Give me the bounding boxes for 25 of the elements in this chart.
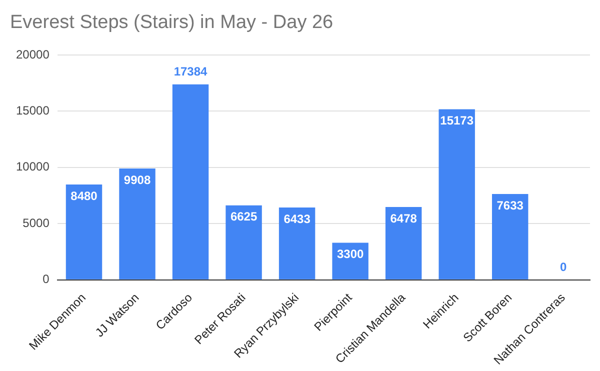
bar bbox=[438, 109, 475, 280]
data-label: 6625 bbox=[230, 210, 258, 224]
chart-title: Everest Steps (Stairs) in May - Day 26 bbox=[10, 12, 334, 34]
data-label: 6433 bbox=[284, 212, 311, 226]
bar bbox=[278, 208, 316, 280]
bar bbox=[385, 207, 422, 280]
data-label: 7633 bbox=[496, 198, 524, 212]
y-tick-label: 10000 bbox=[16, 160, 50, 174]
data-label: 17384 bbox=[174, 64, 208, 79]
bar bbox=[492, 194, 528, 280]
bar bbox=[332, 242, 368, 280]
data-label: 3300 bbox=[336, 247, 364, 262]
bar bbox=[226, 205, 262, 280]
bar bbox=[172, 84, 209, 280]
data-label: 9908 bbox=[124, 172, 151, 187]
bar bbox=[119, 168, 156, 280]
y-tick-label: 20000 bbox=[16, 47, 50, 62]
y-tick-label: 5000 bbox=[22, 216, 50, 230]
data-label: 6478 bbox=[390, 211, 418, 226]
bar bbox=[66, 184, 102, 280]
data-label: 0 bbox=[560, 260, 568, 274]
data-label: 15173 bbox=[440, 114, 474, 128]
y-tick-label: 15000 bbox=[16, 104, 50, 118]
data-label: 8480 bbox=[70, 188, 98, 203]
y-tick-label: 0 bbox=[42, 272, 50, 286]
